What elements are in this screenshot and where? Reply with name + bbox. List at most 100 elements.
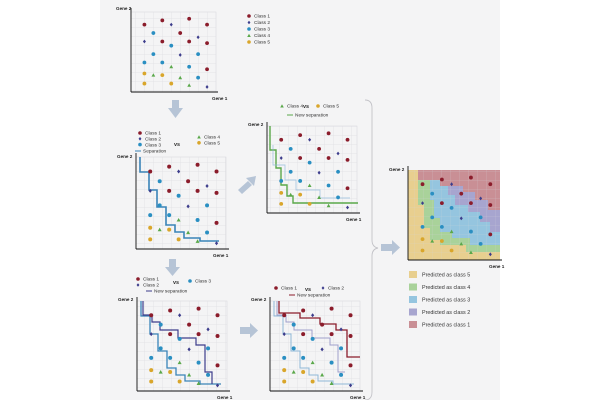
legend-label: Class 1 bbox=[254, 14, 270, 20]
class-3-point bbox=[142, 60, 147, 65]
class-2-point bbox=[148, 188, 152, 193]
class-3-point bbox=[469, 229, 473, 234]
class-3-point bbox=[169, 43, 174, 48]
prediction-swatch bbox=[409, 271, 417, 278]
x-axis-label: Gene 1 bbox=[350, 395, 366, 400]
class-2-point bbox=[317, 170, 321, 175]
class-1-point bbox=[301, 332, 306, 337]
class-3-point bbox=[339, 372, 344, 377]
class-5-point bbox=[298, 192, 303, 197]
prediction-swatch bbox=[409, 321, 417, 328]
class-4-point bbox=[307, 183, 312, 188]
class-5-point bbox=[449, 248, 454, 253]
class-3-point bbox=[291, 322, 296, 327]
class-3-point bbox=[298, 179, 303, 183]
prediction-swatch bbox=[409, 296, 417, 303]
class-4-point bbox=[469, 250, 473, 254]
class-1-point bbox=[215, 363, 220, 368]
class-1-point bbox=[187, 322, 192, 327]
class-5-point bbox=[168, 370, 173, 375]
class-3-point bbox=[151, 31, 156, 35]
class-3-point bbox=[157, 179, 162, 184]
y-axis-label: Gene 2 bbox=[248, 122, 264, 127]
class-1-point bbox=[196, 332, 201, 337]
class-3-point bbox=[168, 355, 173, 360]
class-2-point bbox=[187, 347, 191, 352]
class-1-point bbox=[160, 39, 165, 44]
class-1-point bbox=[214, 220, 219, 225]
y-axis-label: Gene 2 bbox=[251, 297, 267, 302]
legend-label: Class 2 bbox=[328, 286, 344, 292]
arrow-right-icon bbox=[240, 323, 258, 338]
class-2-point bbox=[215, 383, 220, 388]
class-2-point bbox=[178, 313, 182, 318]
class-2-point bbox=[178, 53, 182, 57]
legend-label: Class 5 bbox=[323, 104, 339, 110]
separation-legend-label: Separation bbox=[143, 149, 167, 155]
class-3-point bbox=[206, 372, 211, 377]
class-4-point bbox=[178, 75, 183, 80]
class-3-point bbox=[196, 360, 201, 365]
separation-legend-label: New separation bbox=[154, 289, 188, 295]
legend-label: Class 2 bbox=[145, 137, 161, 143]
class-3-point bbox=[247, 27, 251, 31]
class-1-point bbox=[301, 308, 306, 313]
class-1-point bbox=[178, 31, 183, 35]
previous-separation-line bbox=[272, 145, 350, 199]
class-5-point bbox=[420, 248, 425, 253]
class-1-point bbox=[138, 131, 142, 135]
prediction-swatch bbox=[409, 283, 417, 291]
class-3-point bbox=[158, 346, 163, 351]
step-class1-separation-line bbox=[278, 301, 360, 358]
class-3-point bbox=[148, 213, 153, 218]
separation-legend-label: New separation bbox=[297, 293, 331, 299]
class-5-point bbox=[197, 141, 201, 145]
class-1-point bbox=[326, 156, 331, 160]
step-class1-points bbox=[282, 306, 353, 388]
class-4-point bbox=[158, 370, 163, 374]
x-axis-label: Gene 1 bbox=[213, 253, 229, 258]
prediction-label: Predicted as class 1 bbox=[422, 323, 470, 329]
class-4-point bbox=[151, 73, 156, 77]
class-1-point bbox=[215, 334, 220, 339]
class-5-point bbox=[149, 379, 154, 384]
class-5-point bbox=[142, 81, 147, 86]
class-1-point bbox=[329, 332, 334, 337]
class-3-point bbox=[196, 75, 201, 80]
class-2-point bbox=[205, 85, 209, 89]
class-3-point bbox=[151, 52, 156, 57]
class-4-point bbox=[288, 192, 293, 197]
prediction-label: Predicted as class 2 bbox=[422, 310, 470, 316]
class-2-point bbox=[136, 283, 140, 287]
class-3-point bbox=[158, 322, 163, 327]
prediction-label: Predicted as class 3 bbox=[422, 298, 470, 304]
vs-label: vs bbox=[303, 104, 309, 110]
class-4-point bbox=[449, 229, 454, 234]
class-3-point bbox=[282, 355, 287, 360]
class-3-point bbox=[478, 241, 483, 246]
vs-label: vs bbox=[174, 142, 180, 148]
class-4-point bbox=[197, 135, 201, 139]
class-3-point bbox=[138, 142, 142, 147]
y-axis-label: Gene 2 bbox=[118, 297, 134, 302]
x-axis-label: Gene 1 bbox=[489, 264, 505, 269]
class-2-point bbox=[282, 332, 286, 337]
class-1-point bbox=[167, 188, 172, 193]
class-3-point bbox=[336, 195, 340, 200]
legend-label: Class 1 bbox=[143, 277, 159, 283]
class-2-point bbox=[206, 327, 210, 332]
class-1-point bbox=[345, 137, 350, 142]
class-3-point bbox=[307, 160, 312, 165]
class-2-point bbox=[169, 22, 173, 27]
class-1-point bbox=[326, 131, 331, 136]
class-1-point bbox=[459, 191, 464, 196]
legend-label: Class 3 bbox=[254, 27, 270, 33]
class-3-point bbox=[439, 224, 444, 229]
class-5-point bbox=[279, 190, 284, 195]
class-1-point bbox=[186, 179, 191, 184]
class-4-point bbox=[291, 370, 296, 374]
class-3-point bbox=[177, 336, 182, 341]
class-3-point bbox=[336, 169, 340, 174]
